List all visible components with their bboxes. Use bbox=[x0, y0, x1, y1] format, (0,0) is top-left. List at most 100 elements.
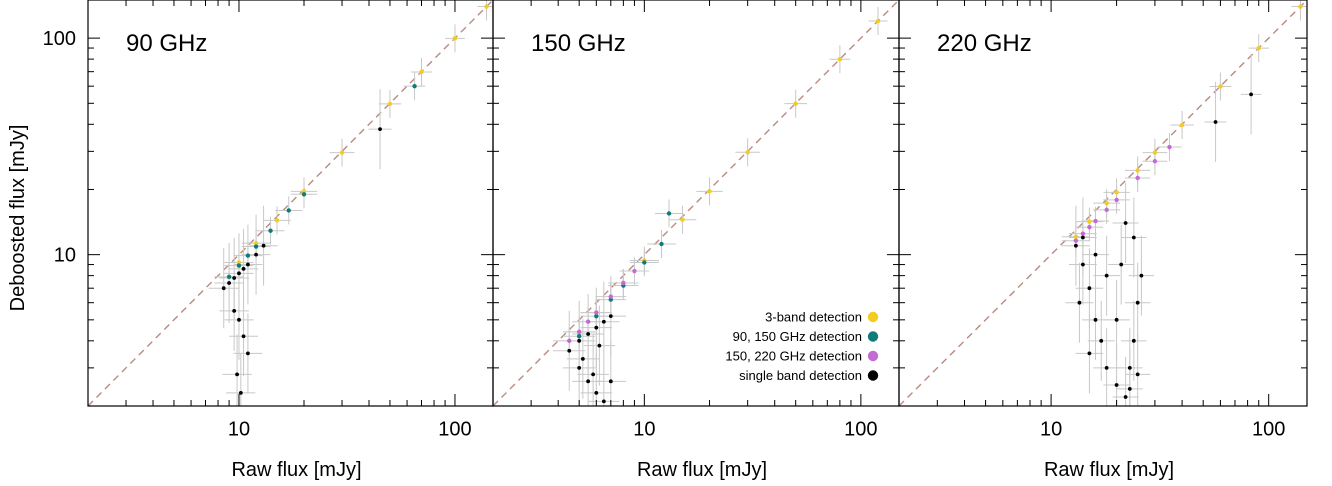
x-axis-title: Raw flux [mJy] bbox=[231, 459, 361, 481]
data-point-single bbox=[246, 262, 250, 267]
data-point-single bbox=[1104, 365, 1109, 370]
data-point-three-band bbox=[1073, 234, 1079, 239]
data-point-one50-220 bbox=[1114, 197, 1119, 203]
data-point-three-band bbox=[1135, 168, 1140, 173]
panel-1: 10 100 Raw flux [mJy] 150 GHz bbox=[492, 0, 900, 481]
data-point-one50-220 bbox=[632, 268, 637, 274]
data-point-single bbox=[1080, 262, 1085, 267]
data-point-ninety-150 bbox=[301, 192, 307, 197]
data-point-one50-220 bbox=[608, 294, 614, 299]
data-point-single bbox=[601, 319, 606, 324]
data-point-three-band bbox=[484, 4, 489, 9]
data-point-single bbox=[577, 365, 582, 370]
data-point-single bbox=[594, 390, 599, 395]
data-point-single bbox=[237, 317, 241, 322]
data-point-three-band bbox=[274, 218, 280, 223]
data-point-one50-220 bbox=[1087, 224, 1092, 230]
x-tick-label: 10 bbox=[633, 419, 655, 441]
data-point-single bbox=[577, 338, 582, 343]
data-point-three-band bbox=[1298, 4, 1303, 9]
legend-entry-label: single band detection bbox=[739, 368, 862, 383]
panel-band-label: 150 GHz bbox=[531, 30, 626, 57]
data-point-one50-220 bbox=[1080, 231, 1086, 236]
x-tick-label: 10 bbox=[228, 419, 250, 441]
data-point-single bbox=[221, 286, 226, 291]
panel-2: 10 100 Raw flux [mJy] 220 GHz bbox=[898, 0, 1308, 481]
data-point-three-band bbox=[1218, 84, 1223, 89]
panels: 10 100 10 100 Raw flux [mJy] 90 GHz 10 100 Raw f… bbox=[43, 0, 1308, 481]
data-point-ninety-150 bbox=[666, 211, 672, 216]
data-point-single bbox=[1123, 395, 1128, 399]
panel-band-label: 90 GHz bbox=[126, 30, 207, 57]
data-point-single bbox=[608, 379, 613, 384]
data-point-ninety-150 bbox=[226, 274, 232, 280]
data-point-single bbox=[1114, 317, 1119, 322]
data-point-three-band bbox=[1104, 200, 1109, 206]
panel-frame bbox=[898, 0, 1308, 407]
data-point-three-band bbox=[387, 101, 393, 107]
data-point-single bbox=[1077, 300, 1082, 305]
data-point-ninety-150 bbox=[268, 228, 273, 233]
data-point-single bbox=[1135, 300, 1140, 305]
data-point-single bbox=[241, 266, 246, 271]
panel-0: 10 100 10 100 Raw flux [mJy] 90 GHz bbox=[43, 0, 494, 481]
data-point-single bbox=[1104, 273, 1109, 278]
data-point-single bbox=[1087, 351, 1092, 356]
data-point-one50-220 bbox=[1167, 144, 1172, 150]
data-point-three-band bbox=[837, 57, 843, 62]
data-point-single bbox=[608, 314, 613, 319]
panel-plot-area bbox=[88, 0, 493, 406]
data-point-three-band bbox=[1087, 219, 1092, 224]
legend-entry-label: 3-band detection bbox=[765, 310, 862, 325]
data-point-ninety-150 bbox=[236, 263, 242, 268]
data-point-one50-220 bbox=[576, 329, 582, 335]
data-point-single bbox=[238, 390, 243, 395]
legend-marker bbox=[867, 370, 879, 381]
data-point-three-band bbox=[793, 101, 798, 106]
legend-entry-label: 90, 150 GHz detection bbox=[733, 329, 862, 344]
data-point-single bbox=[1213, 120, 1218, 124]
legend-marker bbox=[867, 350, 879, 362]
data-point-single bbox=[1139, 273, 1144, 278]
data-point-single bbox=[567, 348, 572, 353]
legend-marker bbox=[867, 331, 879, 342]
data-point-three-band bbox=[1114, 190, 1119, 195]
data-point-single bbox=[241, 334, 246, 339]
data-point-single bbox=[601, 399, 606, 404]
data-point-single bbox=[246, 351, 250, 356]
data-point-single bbox=[1087, 286, 1092, 291]
data-point-single bbox=[586, 379, 591, 384]
data-point-one50-220 bbox=[621, 280, 626, 286]
data-point-single bbox=[227, 281, 231, 285]
data-point-single bbox=[580, 357, 585, 361]
data-point-single bbox=[261, 243, 266, 248]
data-point-one50-220 bbox=[1073, 238, 1079, 243]
x-tick-label: 100 bbox=[438, 419, 471, 441]
reference-line bbox=[493, 0, 899, 406]
data-point-single bbox=[1119, 262, 1124, 267]
data-point-single bbox=[594, 325, 599, 330]
data-point-single bbox=[1123, 221, 1128, 225]
data-point-ninety-150 bbox=[245, 253, 251, 258]
panel-plot-area bbox=[493, 0, 899, 406]
data-point-single bbox=[1127, 386, 1132, 391]
data-point-one50-220 bbox=[1093, 218, 1098, 224]
legend-entry-label: 150, 220 GHz detection bbox=[725, 349, 862, 364]
data-point-single bbox=[378, 127, 382, 132]
data-point-three-band bbox=[339, 150, 345, 155]
data-point-one50-220 bbox=[1152, 159, 1158, 164]
data-point-single bbox=[591, 372, 596, 377]
data-point-three-band bbox=[745, 150, 750, 155]
data-point-one50-220 bbox=[567, 338, 572, 344]
y-tick-label: 100 bbox=[43, 28, 76, 50]
reference-line bbox=[88, 0, 493, 406]
legend-marker bbox=[867, 311, 879, 323]
data-point-three-band bbox=[253, 240, 259, 246]
data-point-three-band bbox=[680, 217, 685, 222]
panel-plot-area bbox=[899, 0, 1307, 406]
data-point-single bbox=[1073, 243, 1078, 248]
data-point-ninety-150 bbox=[412, 83, 417, 89]
data-point-single bbox=[1114, 383, 1119, 387]
data-point-three-band bbox=[452, 36, 458, 41]
